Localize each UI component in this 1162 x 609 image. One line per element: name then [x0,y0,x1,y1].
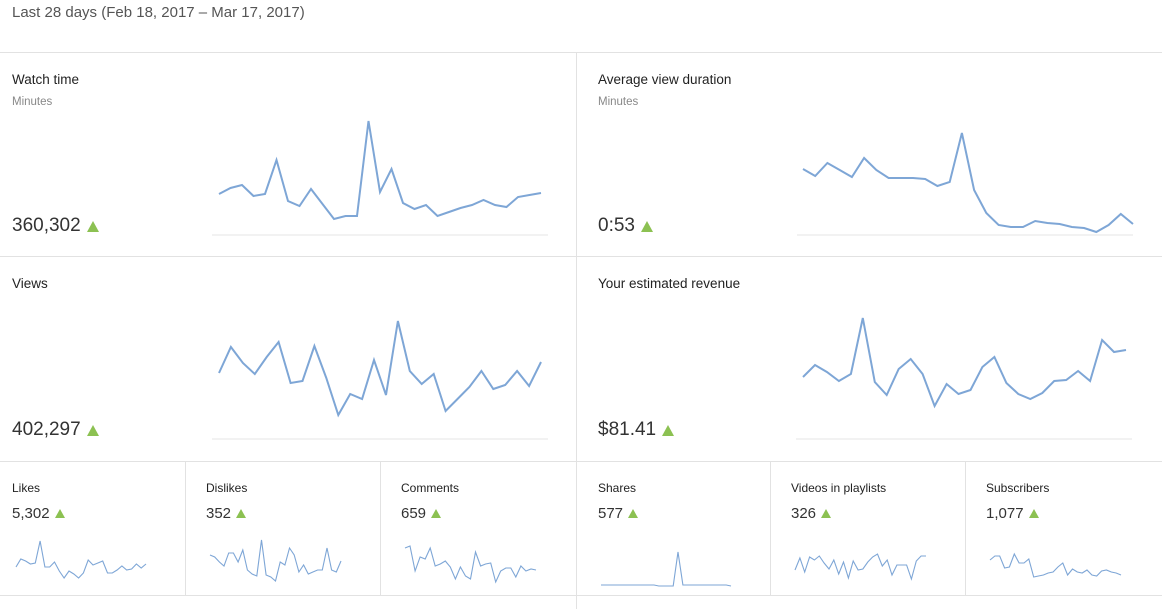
metric-value: 360,302 [12,215,99,237]
card-comments[interactable]: Comments 659 [381,462,576,595]
metric-value-text: 402,297 [12,419,81,440]
card-title: Dislikes [206,481,248,495]
card-watch-time[interactable]: Watch time Minutes 360,302 [0,53,576,256]
sparkline-path [218,320,542,418]
sparkline-path [15,540,147,579]
card-estimated-revenue[interactable]: Your estimated revenue $81.41 [577,257,1162,461]
header: Last 28 days (Feb 18, 2017 – Mar 17, 201… [0,0,1162,53]
divider-vertical-center [576,53,577,609]
sparkline-chart [989,552,1122,578]
sparkline-path [218,120,542,221]
metric-value: 577 [598,505,639,522]
divider-row-3 [0,595,1162,596]
metric-value-text: 352 [206,505,232,522]
card-title: Comments [401,481,460,495]
sparkline-chart [601,551,732,587]
divider-small-5 [965,461,966,595]
metric-value-text: 360,302 [12,215,81,236]
card-title: Likes [12,481,41,495]
card-dislikes[interactable]: Dislikes 352 [186,462,380,595]
card-title: Views [12,276,48,291]
trend-up-icon [821,509,832,518]
trend-up-icon [236,509,247,518]
sparkline-chart [212,120,548,236]
trend-up-icon [86,424,99,436]
metric-value: 1,077 [986,505,1039,522]
card-subscribers[interactable]: Subscribers 1,077 [966,462,1162,595]
sparkline-path [802,317,1127,409]
divider-row-2 [0,461,1162,462]
metric-value-text: $81.41 [598,419,657,440]
metric-value-text: 5,302 [12,505,50,522]
card-videos-in-playlists[interactable]: Videos in playlists 326 [771,462,965,595]
card-views[interactable]: Views 402,297 [0,257,576,461]
metric-value: 402,297 [12,419,99,441]
trend-up-icon [662,424,675,436]
card-title: Shares [598,481,637,495]
card-subtitle: Minutes [12,96,53,108]
trend-up-icon [86,220,99,232]
sparkline-path [404,545,537,584]
card-title: Average view duration [598,72,732,87]
card-title: Your estimated revenue [598,276,741,291]
sparkline-chart [212,320,548,440]
metric-value-text: 0:53 [598,215,635,236]
sparkline-chart [15,540,147,579]
sparkline-path [601,551,732,587]
metric-value-text: 659 [401,505,427,522]
sparkline-chart [797,132,1134,236]
date-range-label: Last 28 days (Feb 18, 2017 – Mar 17, 201… [12,4,305,21]
card-shares[interactable]: Shares 577 [577,462,770,595]
sparkline-chart [404,545,537,584]
trend-up-icon [431,509,442,518]
card-title: Videos in playlists [791,481,887,495]
sparkline-chart [796,317,1132,440]
sparkline-path [209,539,342,582]
sparkline-path [802,132,1134,234]
sparkline-path [794,553,926,581]
sparkline-chart [794,553,926,581]
trend-up-icon [640,220,653,232]
card-likes[interactable]: Likes 5,302 [0,462,185,595]
card-title: Subscribers [986,481,1050,495]
card-average-view-duration[interactable]: Average view duration Minutes 0:53 [577,53,1162,256]
metric-value: 659 [401,505,442,522]
divider-row-1 [0,256,1162,257]
divider-small-1 [185,461,186,595]
metric-value: 352 [206,505,247,522]
metric-value: 326 [791,505,832,522]
card-title: Watch time [12,72,80,87]
metric-value: $81.41 [598,419,675,441]
sparkline-chart [209,539,342,582]
trend-up-icon [1028,509,1039,518]
trend-up-icon [54,509,65,518]
divider-small-4 [770,461,771,595]
metric-value-text: 326 [791,505,817,522]
metric-value-text: 577 [598,505,624,522]
trend-up-icon [628,509,639,518]
divider-small-2 [380,461,381,595]
metric-value-text: 1,077 [986,505,1024,522]
metric-value: 0:53 [598,215,653,237]
card-subtitle: Minutes [598,96,639,108]
metric-value: 5,302 [12,505,65,522]
sparkline-path [989,552,1122,578]
